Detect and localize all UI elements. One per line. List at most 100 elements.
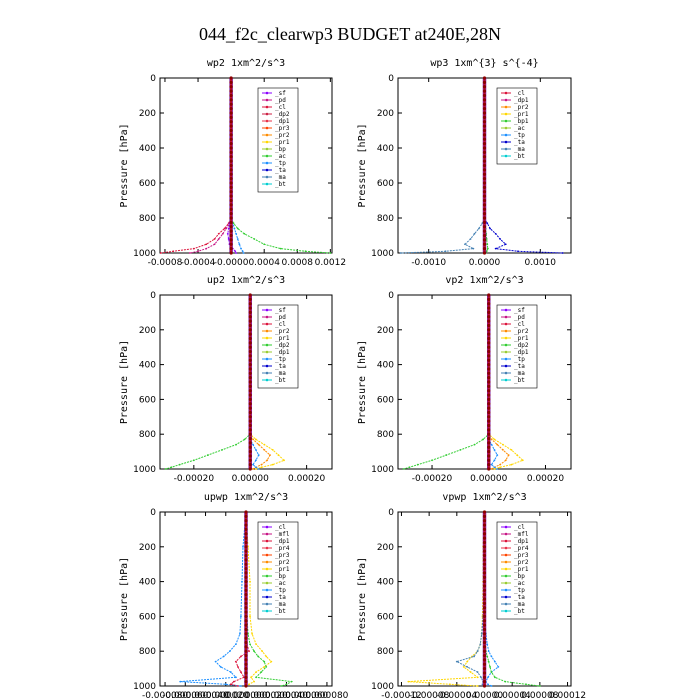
wp2-legend-label: _ac	[275, 153, 286, 160]
wp3-legend-marker	[504, 98, 508, 102]
wp3-zero-profile-point	[482, 216, 487, 220]
wp3-series-point	[473, 232, 476, 235]
up2-series-point	[235, 443, 238, 446]
wp3-series-point	[504, 243, 507, 246]
up2-panel-title: up2 1xm^2/s^3	[207, 275, 285, 286]
wp2-series-point	[233, 227, 236, 230]
wp2-zero-profile-point	[229, 155, 233, 159]
vp2-legend-label: _dp2	[514, 342, 529, 349]
wp2-series-point	[227, 227, 230, 230]
wp3-legend-label: _tp	[514, 132, 525, 139]
wp3-zero-profile-point	[482, 111, 487, 115]
wp2-plot-frame	[159, 77, 333, 254]
wp2-series-point	[159, 252, 162, 254]
wp3-series-point	[469, 238, 472, 240]
vpwp-series-point	[490, 671, 493, 673]
up2-series-point	[252, 468, 254, 470]
vp2-zero-profile-point	[487, 358, 491, 362]
up2-legend-marker	[265, 322, 269, 326]
upwp-legend-marker	[265, 567, 269, 571]
vpwp-legend-label: _pr3	[514, 552, 529, 559]
upwp-legend-label: _dp1	[275, 538, 290, 545]
vpwp-panel-title: vpwp 1xm^2/s^3	[442, 492, 526, 503]
vpwp-series-point	[466, 660, 469, 663]
vpwp-zero-profile-point	[482, 653, 487, 658]
vp2-zero-profile-point	[487, 367, 491, 371]
up2-legend-label: _dp2	[275, 342, 290, 349]
up2-legend-label: _ma	[275, 370, 286, 377]
wp3-series-line-1	[400, 78, 485, 254]
up2-legend-label: _cl	[275, 321, 286, 328]
wp3-zero-profile-point	[482, 220, 487, 224]
upwp-series-point	[270, 660, 273, 663]
vpwp-legend-marker	[504, 602, 508, 606]
wp2-series-point	[241, 250, 244, 253]
up2-zero-profile-point	[248, 328, 252, 332]
wp3-series-point	[494, 232, 497, 235]
wp3-x-tick-label: 0.0010	[525, 258, 557, 268]
wp2-y-tick-label: 400	[139, 144, 156, 154]
upwp-panel-title: upwp 1xm^2/s^3	[204, 492, 288, 503]
upwp-zero-profile-point	[244, 571, 248, 575]
upwp-series-point	[222, 655, 225, 658]
wp2-legend-marker	[265, 105, 269, 109]
wp2-zero-profile-point	[229, 247, 233, 251]
up2-y-tick-label: 600	[139, 395, 156, 405]
vpwp-series-line-2	[455, 512, 485, 687]
upwp-zero-profile-point	[244, 523, 248, 527]
upwp-y-tick-label: 200	[139, 543, 156, 553]
vpwp-zero-profile-point	[482, 684, 487, 688]
vp2-x-tick-label: 0.00000	[470, 474, 507, 484]
wp2-zero-profile-point	[229, 89, 233, 93]
up2-zero-profile-point	[248, 454, 252, 458]
wp2-zero-profile-point	[229, 80, 233, 84]
wp3-zero-profile-point	[482, 203, 487, 207]
wp3-zero-profile-point	[482, 137, 487, 141]
up2-legend-label: _tp	[275, 356, 286, 363]
vpwp-legend-label: _bp	[514, 573, 525, 580]
vpwp-legend-label: _tp	[514, 587, 525, 594]
vpwp-series-point	[486, 655, 489, 658]
wp2-zero-profile-point	[229, 133, 233, 137]
vp2-legend-label: _pd	[514, 314, 525, 321]
wp3-legend-marker	[504, 112, 508, 116]
wp2-zero-profile-point	[229, 93, 233, 98]
wp3-zero-profile-point	[482, 251, 487, 255]
vpwp-zero-profile-point	[482, 680, 487, 684]
wp2-zero-profile-point	[229, 220, 233, 224]
vpwp-series-point	[489, 665, 491, 668]
upwp-legend-label: _bp	[275, 573, 286, 580]
up2-zero-profile-point	[248, 410, 252, 415]
vp2-series-point	[496, 468, 499, 470]
upwp-series-point	[253, 680, 255, 683]
wp2-series-point	[263, 243, 266, 246]
vpwp-zero-profile-point	[482, 610, 487, 614]
vpwp-y-tick-label: 0	[388, 508, 394, 518]
upwp-series-point	[257, 655, 260, 658]
up2-series-point	[269, 454, 271, 456]
vp2-zero-profile-point	[487, 341, 491, 345]
vpwp-legend-label: _bt	[514, 608, 525, 615]
upwp-series-point	[234, 643, 237, 646]
wp3-zero-profile-point	[482, 124, 487, 128]
vpwp-legend-label: _pr4	[514, 545, 529, 552]
vp2-zero-profile-point	[487, 389, 491, 393]
wp2-series-point	[234, 250, 237, 253]
up2-zero-profile-point	[248, 371, 252, 375]
wp2-zero-profile-point	[229, 181, 233, 185]
wp3-series-point	[486, 243, 489, 246]
wp2-series-point	[213, 243, 216, 246]
vpwp-series-point	[493, 660, 496, 663]
up2-series-point	[254, 466, 257, 469]
wp3-zero-profile-point	[482, 89, 487, 93]
vpwp-zero-profile-point	[482, 636, 487, 640]
up2-series-point	[252, 438, 254, 441]
vpwp-zero-profile-point	[482, 623, 487, 627]
vp2-series-point	[431, 459, 433, 462]
up2-zero-profile-point	[248, 436, 252, 441]
wp2-legend-label: _ma	[275, 174, 286, 181]
up2-series-point	[263, 443, 266, 446]
upwp-series-point	[229, 671, 232, 673]
up2-legend-label: _ta	[275, 363, 286, 370]
vp2-series-point	[490, 463, 493, 466]
